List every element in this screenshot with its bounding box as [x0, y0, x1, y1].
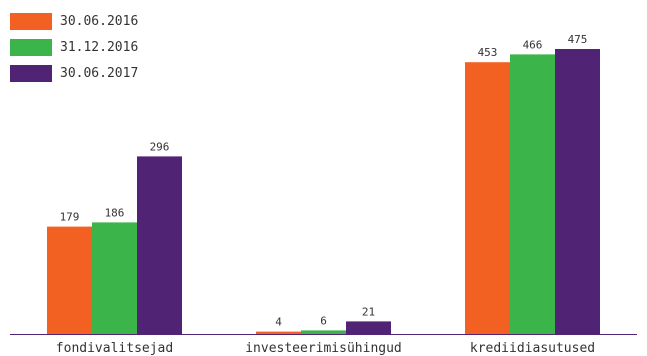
legend-swatch [10, 12, 52, 30]
bar [256, 331, 301, 334]
bar [510, 54, 555, 335]
category-label: fondivalitsejad [56, 341, 173, 356]
legend-swatch [10, 38, 52, 56]
bar-value-label: 453 [478, 46, 498, 59]
legend-item: 31.12.2016 [10, 34, 138, 60]
bar-value-label: 21 [362, 305, 375, 318]
bar-value-label: 475 [568, 33, 588, 46]
legend-label: 30.06.2017 [60, 65, 139, 81]
bar [301, 330, 346, 334]
bar-value-label: 179 [60, 211, 80, 224]
bar-value-label: 186 [105, 206, 125, 219]
bar [47, 226, 92, 334]
bar-value-label: 296 [150, 140, 170, 153]
bar-value-label: 6 [320, 314, 327, 327]
bar [137, 156, 182, 334]
bar [465, 62, 510, 334]
category-label: krediidiasutused [470, 341, 595, 356]
legend-item: 30.06.2016 [10, 8, 138, 34]
bar-value-label: 4 [275, 316, 282, 329]
bar [346, 321, 391, 334]
legend-swatch [10, 64, 52, 82]
legend-item: 30.06.2017 [10, 60, 138, 86]
legend: 30.06.2016 31.12.2016 30.06.2017 [10, 8, 138, 86]
legend-label: 30.06.2016 [60, 13, 139, 29]
bar [92, 222, 137, 334]
category-label: investeerimisühingud [245, 341, 402, 356]
bar-value-label: 466 [523, 38, 543, 51]
legend-label: 31.12.2016 [60, 39, 139, 55]
bar [555, 49, 600, 334]
